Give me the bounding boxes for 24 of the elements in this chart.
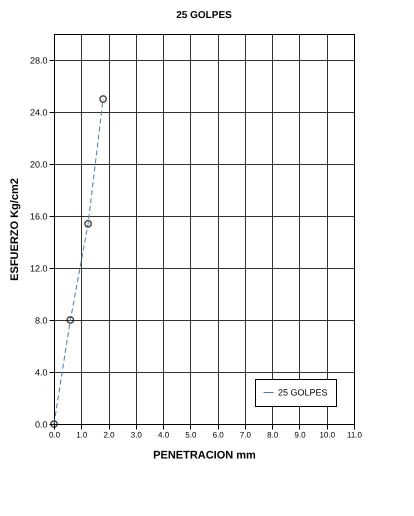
x-tick-label: 0.0 — [48, 430, 61, 440]
x-tick-label: 9.0 — [294, 430, 306, 440]
x-tick-label: 3.0 — [130, 430, 142, 440]
x-tick-label: 2.0 — [103, 430, 116, 440]
y-tick-label: 8.0 — [34, 316, 48, 326]
chart-title: 25 GOLPES — [176, 10, 232, 21]
legend-label: 25 GOLPES — [278, 388, 328, 398]
y-tick-label: 16.0 — [30, 212, 48, 222]
x-tick-label: 4.0 — [158, 430, 170, 440]
y-tick-label: 4.0 — [34, 368, 48, 378]
y-tick-label: 20.0 — [30, 160, 48, 170]
x-axis-title: PENETRACION mm — [153, 450, 256, 462]
x-tick-label: 10.0 — [319, 430, 336, 440]
y-tick-label: 0.0 — [34, 420, 48, 430]
x-tick-label: 11.0 — [347, 430, 363, 440]
x-tick-label: 5.0 — [185, 430, 197, 440]
y-axis-title: ESFUERZO Kg/cm2 — [8, 178, 21, 281]
y-tick-label: 28.0 — [30, 56, 48, 66]
x-tick-label: 7.0 — [240, 430, 252, 440]
x-tick-label: 1.0 — [76, 430, 88, 440]
x-tick-label: 6.0 — [212, 430, 224, 440]
x-tick-label: 8.0 — [267, 430, 279, 440]
y-tick-label: 12.0 — [30, 264, 48, 274]
y-tick-label: 24.0 — [30, 108, 48, 118]
